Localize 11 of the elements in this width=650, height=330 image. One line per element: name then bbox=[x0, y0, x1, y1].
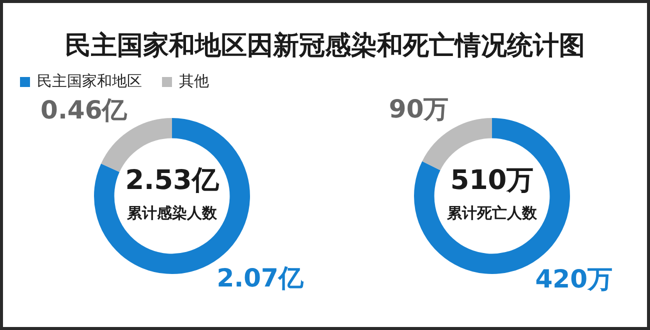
data-label: 0.46亿 bbox=[40, 95, 128, 124]
data-label: 2.07亿 bbox=[216, 264, 304, 293]
legend-label: 其他 bbox=[179, 72, 209, 91]
chart-title: 民主国家和地区因新冠感染和死亡情况统计图 bbox=[64, 30, 586, 63]
legend-label: 民主国家和地区 bbox=[37, 72, 142, 91]
text: 510万 bbox=[450, 165, 534, 196]
data-label: 90万 bbox=[388, 94, 449, 124]
data-label: 420万 bbox=[535, 264, 612, 294]
text: 累计死亡人数 bbox=[446, 204, 538, 222]
text: 累计感染人数 bbox=[126, 204, 218, 222]
text: 2.53亿 bbox=[125, 165, 220, 196]
